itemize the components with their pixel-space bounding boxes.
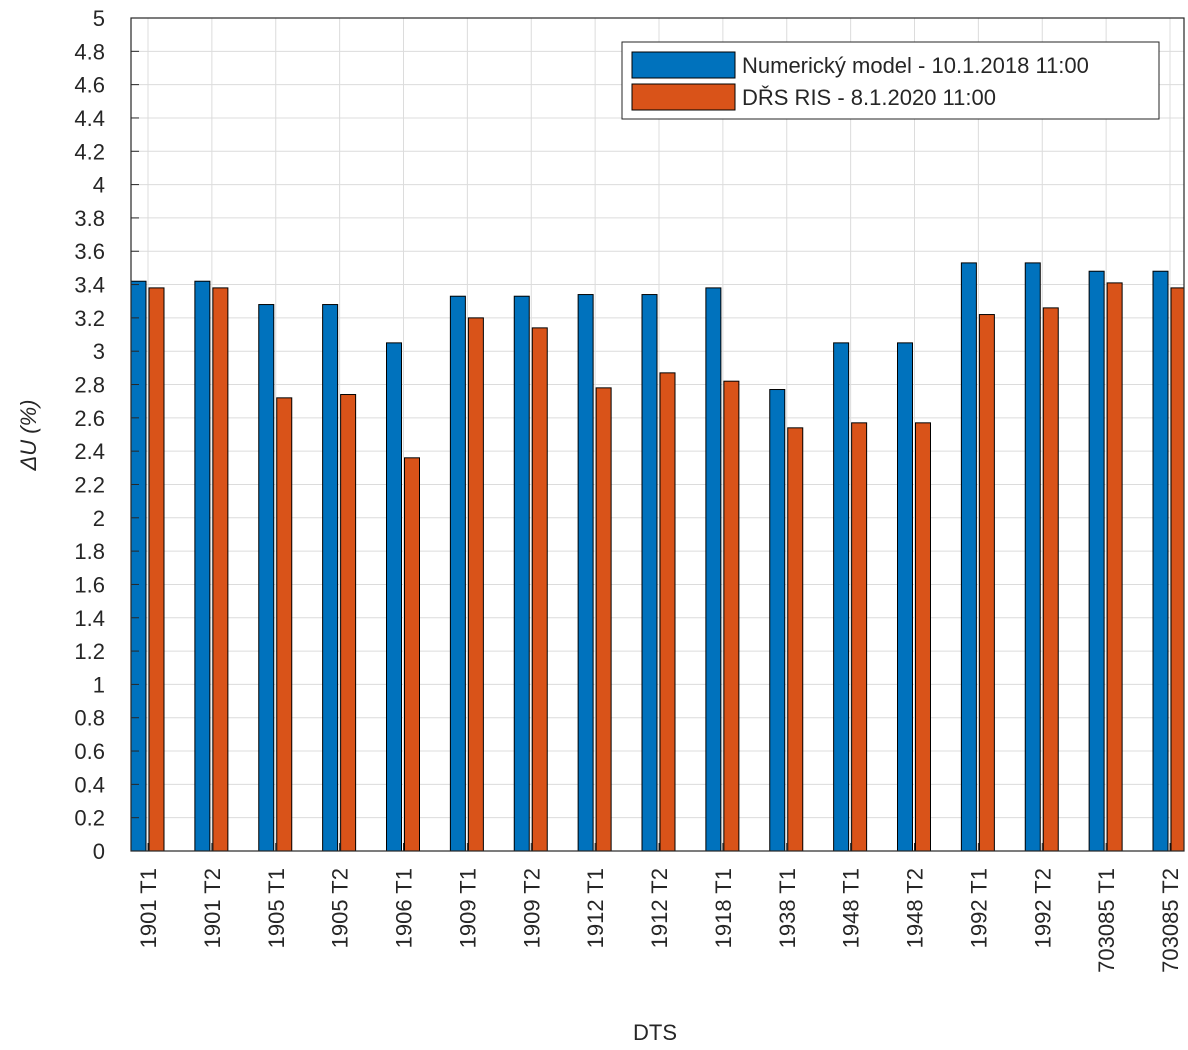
legend-swatch	[631, 51, 736, 79]
x-tick-label: 1938 T1	[775, 868, 800, 948]
y-tick-label: 1.8	[74, 539, 105, 564]
y-tick-label: 1	[93, 672, 105, 697]
bar	[276, 397, 293, 851]
bar	[659, 372, 676, 851]
y-tick-label: 3.6	[74, 239, 105, 264]
bar	[897, 342, 913, 851]
bar	[340, 394, 357, 851]
y-tick-label: 4.4	[74, 106, 105, 131]
x-tick-label: 1909 T2	[519, 868, 544, 948]
y-tick-label: 3.8	[74, 206, 105, 231]
legend-swatch	[631, 83, 736, 111]
axes-box	[130, 17, 1185, 852]
y-tick-label: 1.4	[74, 606, 105, 631]
y-tick-label: 2.8	[74, 373, 105, 398]
y-tick-label: 4.2	[74, 139, 105, 164]
y-tick-label: 0.8	[74, 706, 105, 731]
bar	[978, 314, 995, 851]
y-axis-label: ΔU (%)	[16, 400, 41, 472]
y-tick-label: 2	[93, 506, 105, 531]
x-tick-label: 1905 T2	[328, 868, 353, 948]
bar	[851, 422, 868, 851]
y-tick-label: 1.6	[74, 572, 105, 597]
y-tick-label: 0.2	[74, 806, 105, 831]
bar	[833, 342, 850, 851]
bar	[322, 304, 339, 851]
x-tick-label: 703085 T1	[1094, 868, 1119, 973]
bar	[1106, 282, 1123, 851]
bar	[705, 287, 722, 851]
y-tick-label: 0.4	[74, 772, 105, 797]
bars	[131, 262, 1184, 851]
x-tick-label: 1948 T1	[839, 868, 864, 948]
y-tick-label: 2.6	[74, 406, 105, 431]
bar	[404, 457, 420, 851]
legend: Numerický model - 10.1.2018 11:00 DŘS RIS…	[621, 41, 1160, 120]
y-tick-label: 0	[93, 839, 105, 864]
bar	[1152, 270, 1169, 851]
bar	[1024, 262, 1041, 851]
bar	[1088, 270, 1105, 851]
ticks: 0 0.2 0.4 0.6 0.8 1 1.2 1.4 1.6 1.8 2 2.2 2.4 2.6 2.8 3…	[74, 6, 1183, 973]
bar	[513, 295, 530, 851]
bar	[148, 287, 165, 851]
y-tick-label: 0.6	[74, 739, 105, 764]
bar	[131, 280, 147, 851]
bar	[915, 422, 931, 851]
y-tick-label: 1.2	[74, 639, 105, 664]
bar	[212, 287, 229, 851]
y-tick-label: 4	[93, 173, 105, 198]
bar	[531, 327, 548, 851]
bar	[723, 380, 740, 851]
x-tick-label: 1909 T1	[455, 868, 480, 948]
x-axis-label: DTS	[633, 1020, 677, 1045]
bar	[595, 387, 612, 851]
bar	[769, 389, 786, 851]
x-tick-label: 1912 T2	[647, 868, 672, 948]
x-tick-label: 1992 T1	[966, 868, 991, 948]
x-tick-label: 1992 T2	[1030, 868, 1055, 948]
y-tick-label: 4.6	[74, 73, 105, 98]
bar	[258, 304, 275, 851]
x-tick-label: 1912 T1	[583, 868, 608, 948]
y-tick-label: 5	[93, 6, 105, 31]
x-tick-label: 1918 T1	[711, 868, 736, 948]
legend-label: DŘS RIS - 8.1.2020 11:00	[742, 85, 996, 110]
x-tick-label: 1906 T1	[392, 868, 417, 948]
y-tick-label: 2.2	[74, 472, 105, 497]
x-tick-label: 1901 T1	[136, 868, 161, 948]
bar	[960, 262, 977, 851]
x-tick-label: 1905 T1	[264, 868, 289, 948]
bar	[787, 427, 804, 851]
bar	[194, 280, 211, 851]
bar	[449, 295, 466, 851]
y-tick-label: 3.2	[74, 306, 105, 331]
legend-label: Numerický model - 10.1.2018 11:00	[742, 53, 1089, 78]
bar	[1042, 307, 1059, 851]
x-tick-label: 1901 T2	[200, 868, 225, 948]
y-tick-label: 2.4	[74, 439, 105, 464]
bar	[467, 317, 484, 851]
bar	[577, 294, 594, 851]
bar	[641, 294, 658, 851]
y-tick-label: 3	[93, 339, 105, 364]
x-tick-label: 703085 T2	[1158, 868, 1183, 973]
y-tick-label: 4.8	[74, 39, 105, 64]
y-tick-label: 3.4	[74, 273, 105, 298]
x-tick-label: 1948 T2	[903, 868, 928, 948]
bar	[386, 342, 402, 851]
